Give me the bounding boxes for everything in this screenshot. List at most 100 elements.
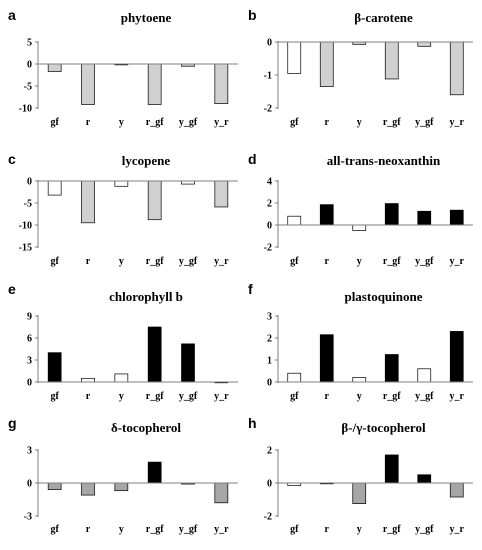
category-label: gf — [290, 524, 299, 535]
bar-y_r — [449, 209, 464, 226]
category-label: gf — [50, 117, 59, 128]
category-label: gf — [50, 524, 59, 535]
category-label: r_gf — [146, 524, 164, 535]
panel-title: β-carotene — [354, 10, 413, 25]
panel-title: chlorophyll b — [109, 289, 183, 304]
category-label: r_gf — [383, 391, 401, 402]
category-label: y_gf — [179, 117, 198, 128]
category-label: y_r — [214, 391, 229, 402]
bar-gf — [47, 180, 62, 196]
y-tick-label: 0 — [267, 38, 272, 49]
y-tick-label: 3 — [27, 356, 32, 367]
y-tick-label: -5 — [24, 199, 32, 210]
category-label: r_gf — [146, 256, 164, 267]
panel-letter: f — [248, 281, 253, 297]
bar-y_gf — [417, 474, 432, 484]
panel-letter: d — [248, 151, 257, 167]
panel-g: g δ-tocopherol 3 0 -3 gf r y r_gf y_gf y_r — [8, 415, 238, 535]
category-label: y_r — [450, 117, 465, 128]
category-label: y — [119, 256, 124, 267]
panel-e: e chlorophyll b 9 6 3 0 gf r y r_gf y_gf y_r — [8, 281, 238, 402]
y-tick-label: 1 — [267, 356, 272, 367]
bar-y — [352, 482, 367, 504]
category-label: r — [325, 117, 330, 128]
category-label: r_gf — [383, 117, 401, 128]
bar-r — [319, 334, 334, 383]
bar-r_gf — [384, 203, 399, 226]
bar-r_gf — [384, 41, 399, 80]
category-label: y_gf — [415, 256, 434, 267]
y-tick-label: -2 — [264, 104, 272, 115]
bar-y — [114, 373, 129, 383]
panel-letter: c — [8, 151, 16, 167]
category-label: y_gf — [179, 256, 198, 267]
category-label: y_r — [450, 391, 465, 402]
bar-y_gf — [417, 210, 432, 226]
y-tick-label: -15 — [19, 243, 32, 254]
category-label: y — [119, 117, 124, 128]
bar-gf — [287, 372, 302, 383]
panel-f: f plastoquinone 3 2 1 0 gf r y r_gf y_gf y_r — [248, 281, 473, 402]
bar-y_gf — [181, 343, 195, 383]
y-tick-label: -5 — [24, 82, 32, 93]
bar-y_r — [449, 41, 464, 96]
category-label: y_gf — [415, 391, 434, 402]
y-tick-label: 0 — [267, 479, 272, 490]
bar-y_r — [214, 482, 229, 504]
y-tick-label: -10 — [19, 104, 32, 115]
y-tick-label: 2 — [267, 446, 272, 457]
category-label: gf — [290, 117, 299, 128]
panel-h: h β-/γ-tocopherol 2 0 -2 gf r y r_gf y_gf y_r — [248, 415, 473, 535]
category-label: r_gf — [146, 391, 164, 402]
bar-r_gf — [384, 354, 399, 383]
category-label: y_r — [450, 256, 465, 267]
y-tick-label: -3 — [24, 512, 32, 523]
category-label: y — [119, 524, 124, 535]
bar-r_gf — [147, 63, 162, 105]
bar-y — [352, 224, 367, 231]
category-label: gf — [50, 391, 59, 402]
bar-y_gf — [417, 41, 432, 47]
category-label: y_r — [214, 256, 229, 267]
y-tick-label: -2 — [264, 512, 272, 523]
bar-y_gf — [417, 368, 432, 383]
category-label: r — [86, 391, 91, 402]
panel-letter: e — [8, 281, 16, 297]
category-label: r — [86, 256, 91, 267]
category-label: r_gf — [146, 117, 164, 128]
bar-r — [81, 377, 95, 383]
bar-gf — [47, 63, 62, 72]
category-label: gf — [290, 256, 299, 267]
panel-title: phytoene — [121, 10, 172, 25]
category-label: y_gf — [415, 117, 434, 128]
category-label: y_r — [214, 117, 229, 128]
bar-r — [81, 63, 95, 105]
y-tick-label: 0 — [27, 60, 32, 71]
category-label: y — [357, 117, 362, 128]
category-label: y_gf — [415, 524, 434, 535]
y-tick-label: 0 — [27, 177, 32, 188]
y-tick-label: 2 — [267, 199, 272, 210]
category-label: y_gf — [179, 391, 198, 402]
bar-r_gf — [384, 454, 399, 484]
y-tick-label: 6 — [27, 334, 32, 345]
y-tick-label: 3 — [27, 446, 32, 457]
panel-letter: b — [248, 7, 257, 23]
bar-y_r — [214, 63, 229, 104]
bar-gf — [287, 41, 302, 74]
bar-r_gf — [147, 326, 162, 383]
y-tick-label: 4 — [267, 177, 272, 188]
category-label: r_gf — [383, 256, 401, 267]
panel-title: plastoquinone — [344, 289, 422, 304]
bar-y_r — [449, 482, 464, 498]
category-label: y — [357, 524, 362, 535]
panel-a: a phytoene 5 0 -5 -10 gf r y r_gf y_gf y_r — [8, 7, 238, 128]
y-tick-label: 0 — [267, 221, 272, 232]
category-label: y_r — [450, 524, 465, 535]
y-tick-label: 9 — [27, 312, 32, 323]
bar-r_gf — [147, 180, 162, 221]
category-label: gf — [50, 256, 59, 267]
bar-r_gf — [147, 461, 162, 484]
panel-c: c lycopene 0 -5 -10 -15 gf r y r_gf y_gf y_r — [8, 151, 238, 267]
category-label: r — [325, 524, 330, 535]
